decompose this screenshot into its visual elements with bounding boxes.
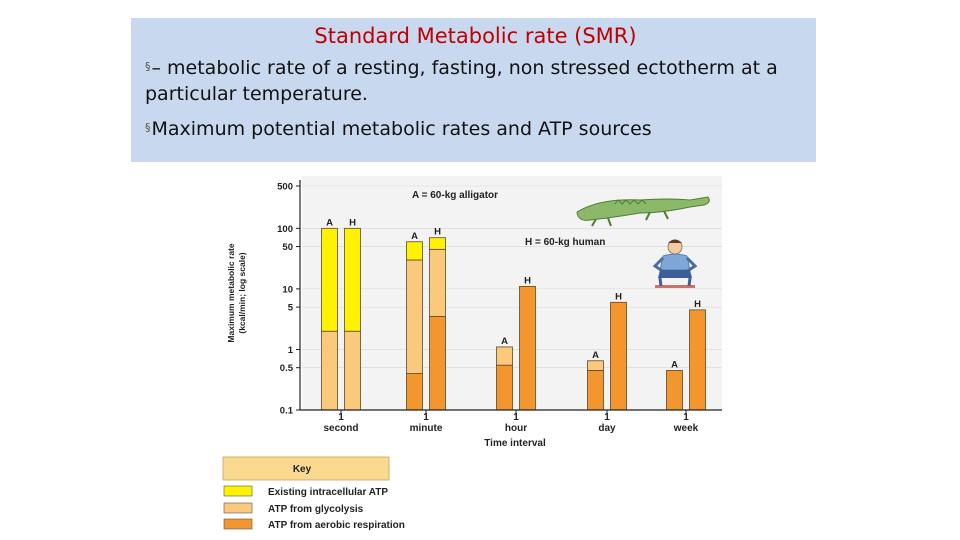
legend-label-aerobic: ATP from aerobic respiration [268, 520, 405, 531]
y-tick-label: 500 [277, 182, 293, 193]
x-tick-label-unit: hour [505, 423, 527, 434]
bar-segment-aerobic [496, 364, 513, 411]
y-tick-label: 0.1 [280, 406, 294, 417]
x-tick-label-number: 1 [683, 412, 689, 423]
x-tick-label-unit: minute [410, 423, 443, 434]
y-axis-label: Maximum metabolic rate [226, 243, 236, 342]
bar-segment-aerobic [610, 301, 627, 411]
text-box: Standard Metabolic rate (SMR) §– metabol… [131, 18, 816, 162]
bar-segment-glycolysis [321, 330, 338, 411]
legend: Key Existing intracellular ATP ATP from … [222, 456, 405, 531]
y-tick-label: 0.5 [280, 363, 294, 374]
y-tick-label: 50 [282, 242, 293, 253]
x-tick-label-number: 1 [513, 412, 519, 423]
y-axis-units-label: (kcal/min; log scale) [237, 252, 247, 333]
x-axis-label: Time interval [484, 438, 546, 449]
bar-label: A [671, 359, 678, 370]
legend-swatch-intracellular [223, 485, 253, 497]
y-tick-label: 100 [277, 224, 293, 235]
alligator-annotation: A = 60-kg alligator [412, 190, 498, 201]
bar-label: H [694, 299, 701, 310]
bar-segment-aerobic [519, 285, 536, 411]
y-tick-label: 5 [288, 303, 294, 314]
y-tick-label: 1 [288, 345, 294, 356]
bar-segment-aerobic [689, 309, 706, 411]
bar-segment-intracellular [321, 227, 338, 332]
legend-swatch-aerobic [223, 518, 253, 530]
x-tick-label-number: 1 [604, 412, 610, 423]
bar-segment-aerobic [666, 370, 683, 411]
x-tick-label-number: 1 [423, 412, 429, 423]
y-tick-label: 10 [282, 284, 293, 295]
bar-segment-aerobic [587, 370, 604, 411]
legend-header-box [222, 456, 390, 481]
human-icon [652, 239, 698, 288]
bar-segment-intracellular [429, 237, 446, 250]
legend-label-glycolysis: ATP from glycolysis [268, 504, 364, 515]
bar-label: H [524, 275, 531, 286]
bar-segment-aerobic [406, 373, 423, 411]
alligator-icon [576, 196, 710, 227]
bar-segment-glycolysis [429, 248, 446, 317]
bar-label: H [615, 291, 622, 302]
bar-segment-intracellular [344, 227, 361, 332]
legend-label-intracellular: Existing intracellular ATP [268, 487, 388, 498]
bullet-mark: § [145, 121, 151, 134]
x-tick-label-unit: week [673, 423, 699, 434]
bar-segment-intracellular [406, 241, 423, 261]
legend-title: Key [293, 464, 312, 475]
bar-label: H [434, 227, 441, 238]
bullet-mark: § [145, 60, 151, 73]
bullet-text: Maximum potential metabolic rates and AT… [151, 118, 652, 140]
bar-segment-glycolysis [496, 346, 513, 366]
bar-segment-glycolysis [406, 259, 423, 374]
bullet-text: – metabolic rate of a resting, fasting, … [145, 57, 778, 105]
bar-label: A [411, 231, 418, 242]
x-tick-label-unit: second [323, 423, 358, 434]
bar-label: H [349, 217, 356, 228]
bar-label: A [592, 350, 599, 361]
x-tick-label-unit: day [598, 423, 616, 434]
x-tick-label-number: 1 [338, 412, 344, 423]
slide-title: Standard Metabolic rate (SMR) [314, 24, 637, 48]
bar-label: A [326, 217, 333, 228]
human-annotation: H = 60-kg human [525, 237, 605, 248]
bullet-max-rates: §Maximum potential metabolic rates and A… [145, 115, 806, 142]
bar-segment-glycolysis [587, 360, 604, 371]
bar-segment-glycolysis [344, 330, 361, 411]
legend-swatch-glycolysis [223, 502, 253, 514]
bullet-smr-definition: §– metabolic rate of a resting, fasting,… [145, 54, 806, 107]
bar-label: A [501, 336, 508, 347]
bar-segment-aerobic [429, 316, 446, 411]
